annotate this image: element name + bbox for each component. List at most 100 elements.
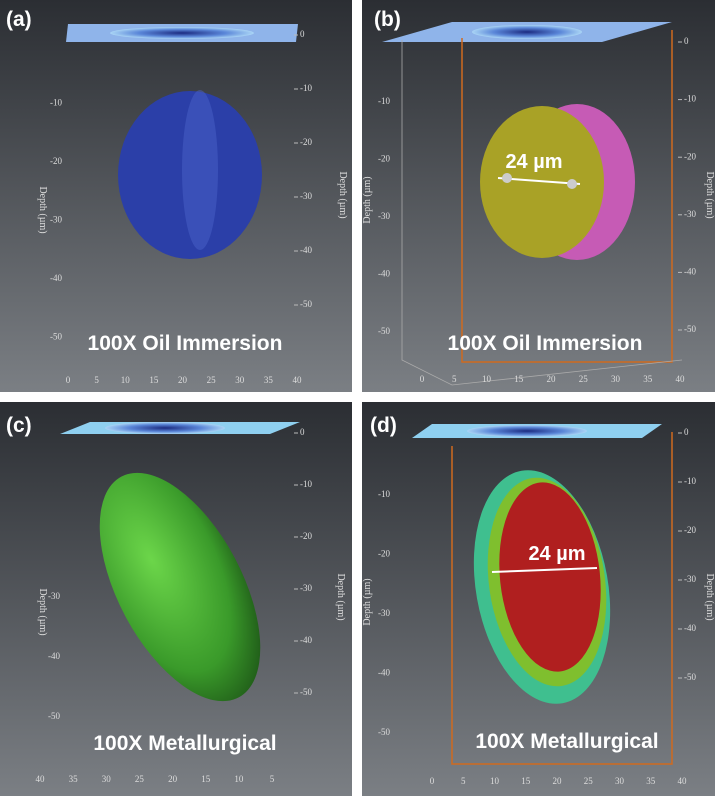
tick-label: 0 — [300, 427, 305, 437]
axis-title: Depth (µm) — [362, 176, 373, 223]
tick-label: 35 — [646, 776, 656, 786]
tick-label: 15 — [521, 776, 531, 786]
tick-label: 40 — [676, 374, 686, 384]
disc — [110, 27, 254, 39]
tick-label: 35 — [643, 374, 653, 384]
tick-label: -50 — [684, 672, 696, 682]
tick-label: -20 — [684, 525, 696, 535]
panel-label: (c) — [6, 414, 32, 437]
tick-label: 20 — [178, 375, 188, 385]
tick-label: -30 — [378, 211, 390, 221]
tick-label: -30 — [684, 574, 696, 584]
tick-label: 5 — [94, 375, 99, 385]
tick-label: -10 — [684, 476, 696, 486]
tick-label: -10 — [378, 96, 390, 106]
axis-title: Depth (µm) — [704, 573, 715, 620]
tick-label: 20 — [553, 776, 563, 786]
tick-label: -20 — [378, 154, 390, 164]
tick-label: 0 — [684, 36, 689, 46]
tick-label: 35 — [264, 375, 274, 385]
tick-label: 25 — [207, 375, 217, 385]
panel-label: (b) — [374, 8, 401, 31]
tick-label: -20 — [300, 531, 312, 541]
axis-title: Depth (µm) — [337, 171, 348, 218]
tick-label: -50 — [378, 326, 390, 336]
axis-title: Depth (µm) — [335, 573, 346, 620]
tick-label: 10 — [234, 774, 244, 784]
panel: (a) 100X Oil Immersion Depth (µm) Depth … — [0, 0, 352, 392]
tick-label: 0 — [420, 374, 425, 384]
caption: 100X Oil Immersion — [448, 332, 643, 355]
tick-label: -10 — [300, 83, 312, 93]
tick-label: -40 — [300, 245, 312, 255]
tick-label: 35 — [69, 774, 79, 784]
panel: 24 µm (d) 100X Metallurgical Depth (µm) … — [362, 402, 715, 796]
measurement: 24 µm — [505, 151, 562, 173]
tick-label: 0 — [66, 375, 71, 385]
tick-label: -50 — [48, 711, 60, 721]
tick-label: -30 — [300, 191, 312, 201]
tick-label: -40 — [378, 269, 390, 279]
tick-label: -50 — [684, 324, 696, 334]
tick-label: 0 — [430, 776, 435, 786]
axis-title: Depth (µm) — [704, 171, 715, 218]
tick-label: -40 — [684, 623, 696, 633]
tick-label: 25 — [135, 774, 145, 784]
tick-label: 0 — [684, 427, 689, 437]
tick-label: 30 — [102, 774, 112, 784]
tick-label: -40 — [300, 635, 312, 645]
caption: 100X Metallurgical — [93, 732, 276, 755]
tick-label: -40 — [684, 266, 696, 276]
tick-label: 15 — [201, 774, 211, 784]
panel-label: (d) — [370, 414, 397, 437]
axis-title: Depth (µm) — [37, 588, 48, 635]
tick-label: -20 — [50, 156, 62, 166]
panel: 24 µm (b) 100X Oil Immersion Depth (µm) … — [362, 0, 715, 392]
panel-label: (a) — [6, 8, 32, 31]
tick-label: 10 — [121, 375, 131, 385]
tick-label: 30 — [615, 776, 625, 786]
tick-label: 20 — [547, 374, 557, 384]
tick-label: 20 — [168, 774, 178, 784]
disc — [467, 425, 587, 437]
panel: (c) 100X Metallurgical Depth (µm) Depth … — [0, 402, 352, 796]
tick-label: 25 — [579, 374, 589, 384]
tick-label: -20 — [684, 151, 696, 161]
tick-label: -40 — [378, 668, 390, 678]
tick-label: 15 — [149, 375, 159, 385]
axis-title: Depth (µm) — [37, 186, 48, 233]
tick-label: -20 — [300, 137, 312, 147]
tick-label: -10 — [684, 94, 696, 104]
tick-label: 5 — [270, 774, 275, 784]
tick-label: -50 — [378, 727, 390, 737]
tick-label: 5 — [452, 374, 457, 384]
tick-label: 0 — [300, 29, 305, 39]
tick-label: 40 — [36, 774, 46, 784]
tick-label: -50 — [300, 299, 312, 309]
measure-end — [502, 173, 512, 183]
tick-label: -30 — [48, 591, 60, 601]
tick-label: -10 — [378, 489, 390, 499]
tick-label: -30 — [50, 215, 62, 225]
tick-label: 30 — [235, 375, 245, 385]
measurement: 24 µm — [528, 543, 585, 565]
tick-label: -20 — [378, 549, 390, 559]
axis-title: Depth (µm) — [362, 578, 373, 625]
tick-label: -10 — [50, 98, 62, 108]
tick-label: 40 — [678, 776, 688, 786]
tick-label: -40 — [48, 651, 60, 661]
disc — [105, 422, 225, 434]
tick-label: 10 — [490, 776, 500, 786]
tick-label: -30 — [684, 209, 696, 219]
tick-label: -30 — [378, 608, 390, 618]
disc — [472, 25, 582, 39]
tick-label: 40 — [293, 375, 303, 385]
tick-label: -50 — [50, 332, 62, 342]
tick-label: 30 — [611, 374, 621, 384]
tick-label: 15 — [514, 374, 524, 384]
tick-label: 5 — [461, 776, 466, 786]
tick-label: -10 — [300, 479, 312, 489]
cell-highlight — [182, 90, 218, 250]
tick-label: -40 — [50, 273, 62, 283]
caption: 100X Metallurgical — [475, 730, 658, 753]
